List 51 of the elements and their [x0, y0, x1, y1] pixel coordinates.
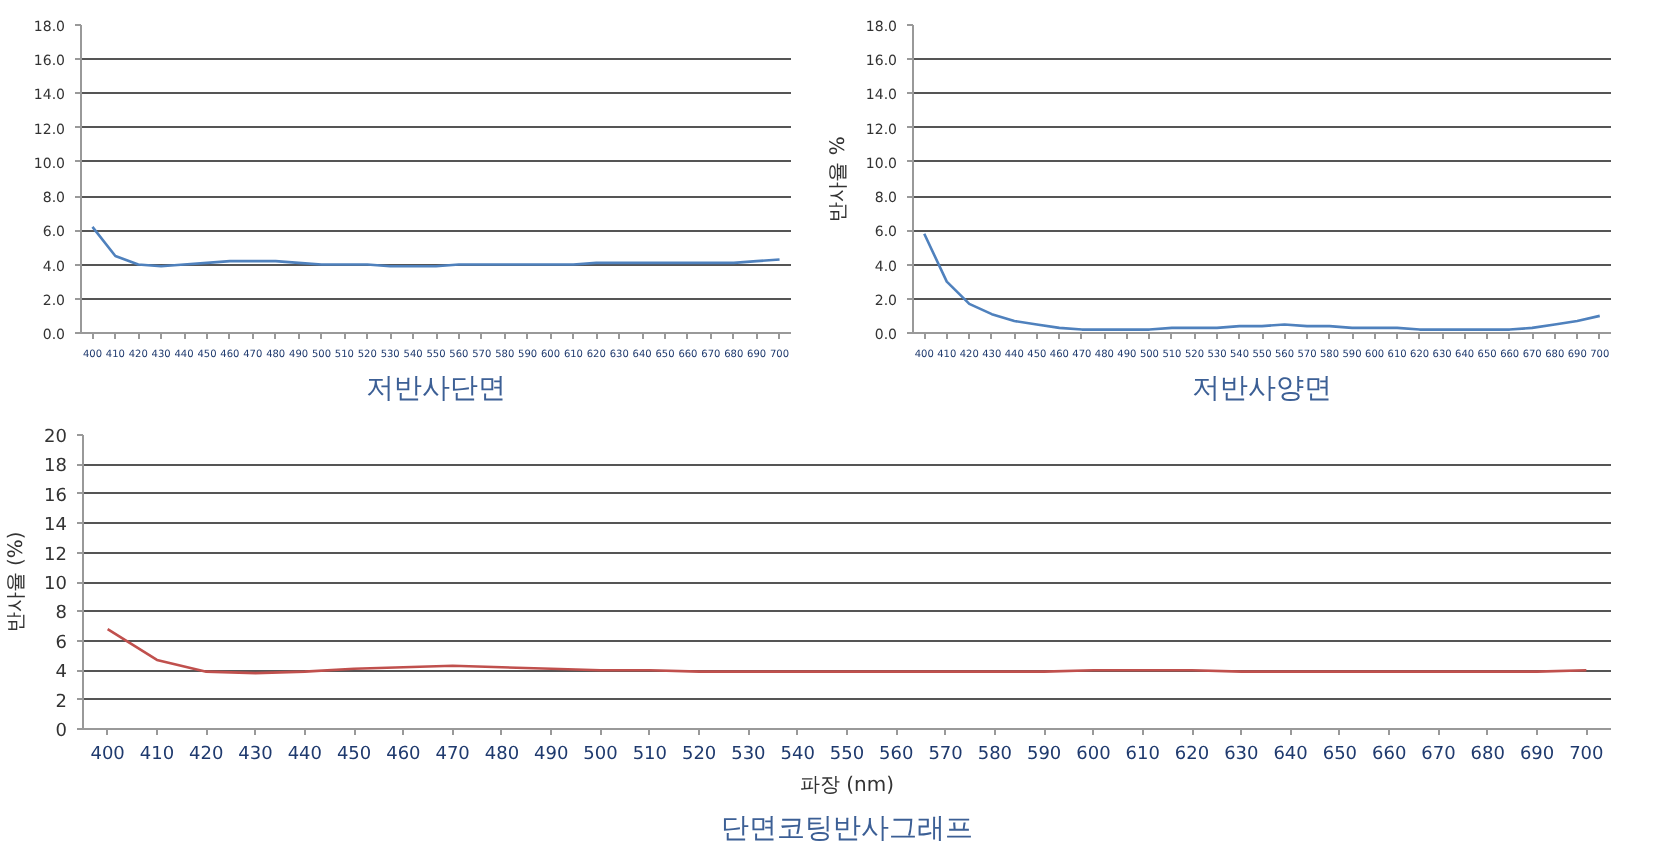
- text: 단면코팅반사그래프: [721, 813, 973, 845]
- x-tick-label: 460: [386, 745, 422, 765]
- x-tick-label: 650: [1322, 745, 1358, 765]
- x-tick-label: 560: [879, 745, 915, 765]
- x-tick-label: 680: [1470, 745, 1506, 765]
- x-tick-label: 440: [287, 745, 323, 765]
- x-tick-label: 640: [1273, 745, 1309, 765]
- y-tick-label: 10: [44, 575, 68, 595]
- x-tick-label: 400: [90, 745, 126, 765]
- x-tick-label: 610: [1125, 745, 1161, 765]
- x-tick-label: 410: [139, 745, 175, 765]
- line-series: [922, 232, 1602, 331]
- y-tick-label: 8: [55, 604, 68, 625]
- x-tick-label: 500: [583, 745, 619, 765]
- y-tick-label: 18: [44, 457, 68, 478]
- x-axis-title: 파장 (nm): [799, 775, 895, 797]
- x-tick-label: 510: [632, 745, 668, 765]
- x-tick-label: 630: [1224, 745, 1260, 765]
- y-tick-label: 2: [55, 692, 68, 713]
- x-tick-label: 700: [1569, 745, 1605, 765]
- x-tick-label: 690: [1519, 745, 1555, 765]
- y-tick-label: 0: [55, 722, 68, 742]
- text: 저반사단면: [366, 373, 506, 405]
- text: 저반사양면: [1192, 373, 1332, 405]
- y-tick-label: 16: [44, 486, 68, 507]
- x-tick-label: 600: [1076, 745, 1112, 765]
- x-tick-label: 550: [829, 745, 865, 765]
- x-tick-label: 580: [977, 745, 1013, 765]
- x-tick-label: 570: [928, 745, 964, 765]
- x-tick-label: 430: [238, 745, 274, 765]
- x-tick-label: 450: [336, 745, 372, 765]
- x-tick-label: 520: [681, 745, 717, 765]
- y-axis-title: 반사율 (%): [6, 531, 29, 633]
- x-tick-label: 660: [1372, 745, 1407, 765]
- x-tick-label: 490: [534, 745, 569, 765]
- x-tick-label: 470: [435, 745, 471, 765]
- y-axis-title: 반사율 %: [827, 136, 850, 222]
- x-tick-label: 480: [484, 745, 520, 765]
- x-tick-label: 540: [780, 745, 816, 765]
- y-tick-label: 4: [55, 663, 68, 684]
- x-tick-label: 620: [1174, 745, 1210, 765]
- y-tick-label: 20: [44, 428, 68, 448]
- x-tick-label: 590: [1026, 745, 1062, 765]
- x-tick-label: 530: [731, 745, 767, 765]
- x-tick-label: 670: [1421, 745, 1457, 765]
- y-tick-label: 6: [55, 633, 68, 654]
- y-tick-label: 12: [44, 545, 67, 566]
- x-tick-label: 420: [189, 745, 224, 765]
- line-series: [106, 627, 1588, 675]
- y-tick-label: 14: [44, 516, 68, 537]
- line-series: [91, 225, 781, 268]
